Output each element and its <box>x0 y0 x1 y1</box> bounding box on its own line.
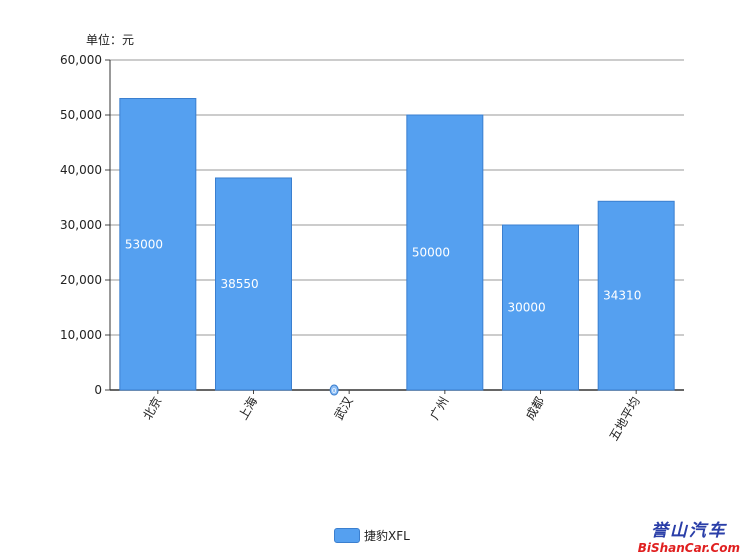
y-tick-label: 40,000 <box>60 163 102 177</box>
y-tick-label: 30,000 <box>60 218 102 232</box>
bar <box>406 114 484 391</box>
data-label: 0 <box>332 387 336 395</box>
data-label: 53000 <box>125 237 163 251</box>
data-label: 34310 <box>603 289 641 303</box>
y-tick-label: 0 <box>94 383 102 397</box>
x-tick-label: 五地平均 <box>607 395 643 444</box>
y-tick-label: 60,000 <box>60 53 102 67</box>
unit-label: 单位：元 <box>86 33 135 47</box>
watermark-text-cn: 誉山汽车 <box>650 521 727 541</box>
y-tick-label: 20,000 <box>60 273 102 287</box>
x-tick-label: 成都 <box>523 395 547 423</box>
legend-swatch <box>334 528 360 543</box>
bar <box>597 200 675 391</box>
x-tick-label: 武汉 <box>332 395 356 423</box>
zero-marker <box>329 384 339 396</box>
x-tick-label: 北京 <box>140 395 164 423</box>
legend-label: 捷豹XFL <box>364 529 410 543</box>
bar <box>119 98 197 391</box>
data-label: 30000 <box>508 301 546 315</box>
data-label: 38550 <box>221 277 259 291</box>
y-tick-label: 10,000 <box>60 328 102 342</box>
watermark-text-en: BiShanCar.Com <box>637 541 740 555</box>
y-tick-label: 50,000 <box>60 108 102 122</box>
x-tick-label: 上海 <box>235 394 260 422</box>
legend[interactable]: 捷豹XFL <box>334 527 410 544</box>
x-tick-label: 广州 <box>427 395 451 423</box>
data-label: 50000 <box>412 246 450 260</box>
bar <box>502 224 579 391</box>
watermark-logo: 誉山汽车 BiShanCar.Com <box>638 516 740 555</box>
